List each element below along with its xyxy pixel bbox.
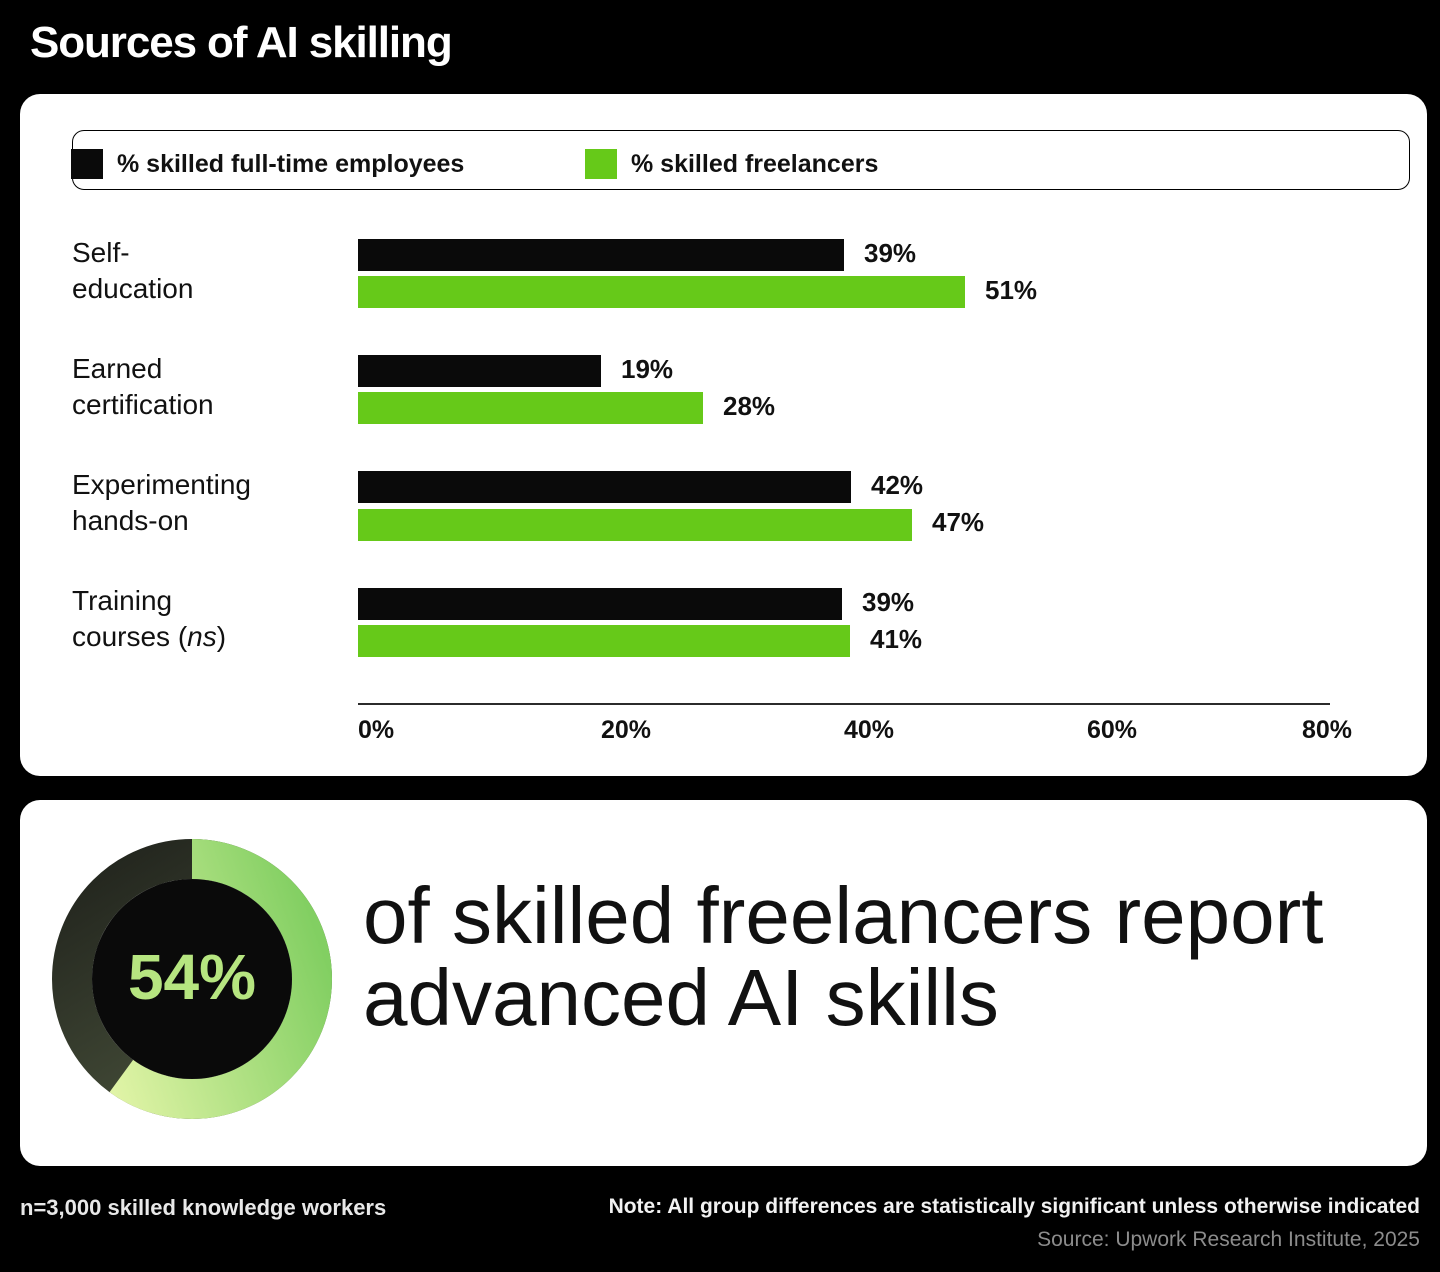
- svg-text:54%: 54%: [128, 941, 256, 1013]
